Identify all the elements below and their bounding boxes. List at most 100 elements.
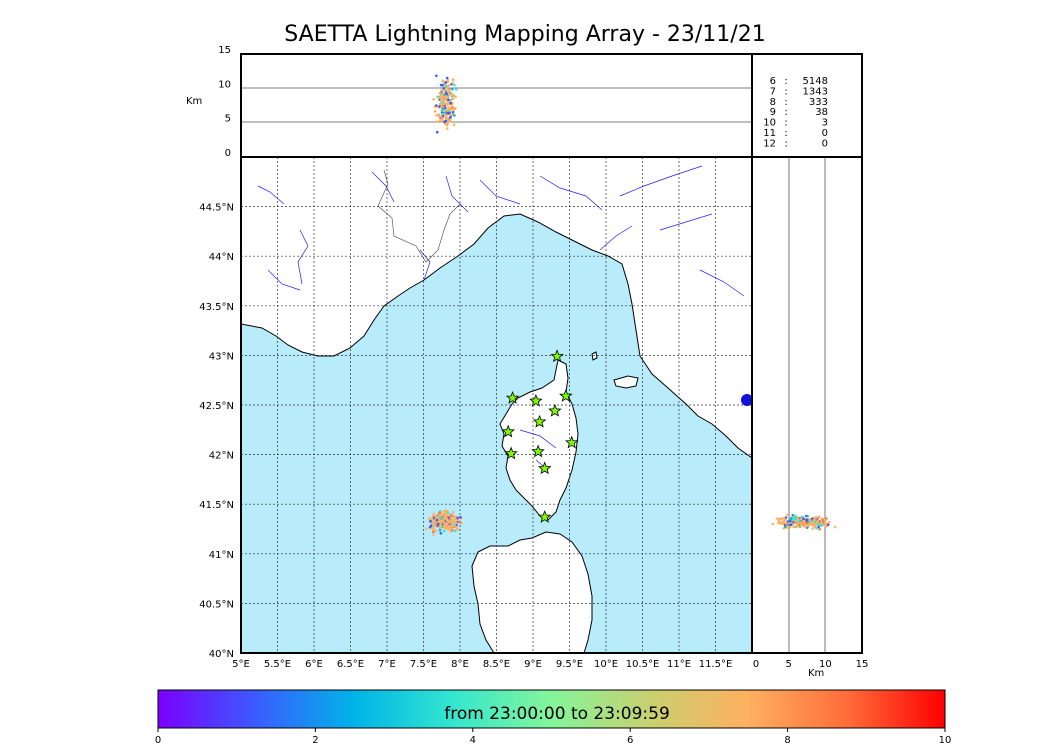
station-separator: :	[784, 97, 787, 108]
lightning-dot	[446, 84, 450, 87]
lightning-dot	[435, 74, 438, 78]
station-number: 7	[770, 86, 776, 97]
colorbar: from 23:00:00 to 23:09:59 0 2 4 6 8 10	[155, 689, 951, 746]
lightning-dot	[450, 95, 454, 98]
station-number: 12	[763, 138, 776, 149]
lon-tick-label: 8°E	[451, 659, 469, 670]
lightning-dot	[783, 525, 787, 528]
lightning-dot	[812, 518, 816, 522]
lightning-dot	[458, 520, 462, 524]
lightning-dot	[455, 88, 458, 91]
lightning-dot	[789, 519, 792, 523]
lat-tick-label: 44°N	[209, 252, 234, 263]
lightning-dot	[793, 515, 797, 519]
lightning-dot	[432, 528, 436, 532]
station-number: 11	[763, 128, 776, 139]
lightning-dot	[446, 519, 449, 523]
lightning-dot	[451, 511, 455, 514]
lightning-dot	[438, 511, 441, 514]
lat-tick-label: 42°N	[209, 451, 234, 462]
station-star	[532, 414, 547, 428]
station-separator: :	[784, 118, 787, 129]
lat-tick-label: 41.5°N	[199, 500, 234, 511]
altitude-ytick-label: 0	[225, 148, 231, 159]
lightning-dot	[445, 509, 449, 513]
lightning-dot	[781, 521, 785, 525]
lon-ticks: 5°E 5.5°E 6°E 6.5°E 7°E 7.5°E 8°E 8.5°E 9°E 9.5°E…	[232, 659, 732, 670]
lightning-dot	[440, 106, 443, 109]
station-separator: :	[784, 107, 787, 118]
chart-title: SAETTA Lightning Mapping Array - 23/11/2…	[284, 22, 766, 47]
lat-tick-label: 44.5°N	[199, 203, 234, 214]
lat-alt-frame	[751, 156, 863, 654]
lightning-dot	[432, 513, 436, 517]
station-star	[559, 389, 573, 402]
lightning-dot	[799, 517, 803, 521]
capraia-island	[591, 351, 598, 361]
lightning-dot	[824, 525, 828, 528]
lightning-dot	[446, 101, 450, 104]
lightning-dot	[432, 524, 436, 527]
lat-tick-label: 40.5°N	[199, 599, 234, 610]
lightning-dot	[450, 522, 454, 525]
lightning-dot	[451, 78, 455, 81]
lightning-dot	[439, 523, 442, 527]
station-count: 38	[815, 107, 828, 118]
lightning-dot	[826, 523, 830, 526]
station-star	[529, 393, 543, 407]
lightning-dot	[802, 517, 805, 521]
colorbar-tick-label: 8	[784, 735, 790, 746]
lightning-dot	[448, 92, 451, 96]
lightning-dot	[818, 527, 821, 531]
lightning-dot	[450, 519, 453, 522]
lightning-dot	[453, 114, 456, 117]
lightning-dot	[444, 98, 448, 102]
lightning-dot	[432, 98, 436, 101]
lightning-dot	[823, 518, 827, 522]
station-count: 333	[809, 97, 828, 108]
lightning-dot	[795, 522, 799, 525]
lightning-dot	[815, 523, 818, 526]
lightning-dot	[815, 526, 818, 530]
lightning-dot	[444, 113, 447, 116]
lightning-dot	[439, 516, 443, 519]
lightning-dot	[435, 518, 439, 522]
station-separator: :	[784, 128, 787, 139]
lightning-dot	[445, 525, 449, 528]
station-count-panel: 6: 5148 7: 1343 8: 333 9: 38 10: 3 11: 0 12: 0	[751, 53, 863, 158]
lat-alt-xtick-label: 0	[753, 659, 759, 670]
station-count: 3	[822, 118, 828, 129]
lightning-dot	[425, 527, 428, 530]
lightning-dot	[448, 524, 452, 528]
lightning-dot	[782, 517, 785, 520]
lightning-dot	[434, 104, 438, 107]
lightning-dot	[785, 523, 788, 526]
lightning-dot	[443, 509, 447, 513]
colorbar-tick-label: 6	[627, 735, 633, 746]
station-number: 10	[763, 118, 776, 129]
station-count: 0	[822, 138, 828, 149]
lightning-dot	[439, 532, 443, 535]
altitude-ylabel: Km	[186, 96, 202, 107]
lightning-dot	[789, 517, 792, 521]
lightning-dot	[833, 525, 837, 529]
lightning-cluster-altitude	[432, 74, 458, 134]
lightning-dot	[808, 523, 812, 526]
lightning-dot	[427, 517, 431, 520]
station-count: 5148	[803, 76, 828, 87]
colorbar-tick-label: 0	[155, 735, 161, 746]
lightning-dot	[444, 527, 447, 530]
lightning-dot	[448, 108, 452, 111]
rivers	[257, 165, 745, 471]
lightning-dot	[812, 523, 816, 526]
lightning-dot	[805, 521, 808, 524]
lon-tick-label: 5.5°E	[264, 659, 291, 670]
lightning-dot	[440, 94, 443, 97]
lightning-dot	[440, 102, 443, 106]
lightning-dot	[782, 519, 785, 523]
lat-tick-label: 43°N	[209, 351, 234, 362]
station-separator: :	[784, 76, 787, 87]
lightning-dot	[449, 101, 453, 105]
colorbar-tick-label: 4	[470, 735, 476, 746]
